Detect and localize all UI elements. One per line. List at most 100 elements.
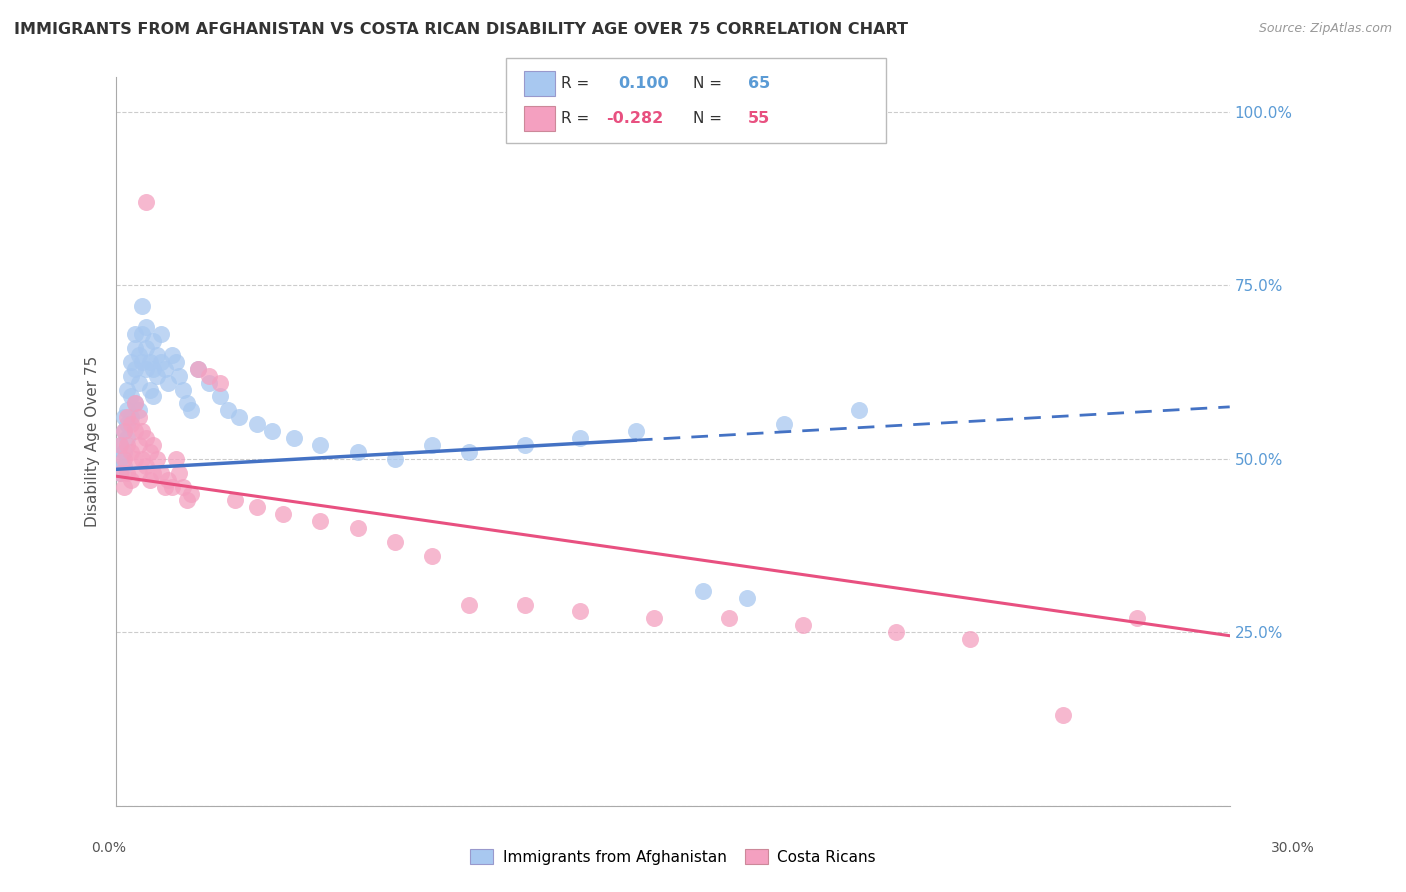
Point [792,618,814,632]
Point [198,376,221,390]
Point [131,451,153,466]
Point [135,320,157,334]
Point [643,611,665,625]
Point [120,355,142,369]
Point [146,348,169,362]
Point [138,355,160,369]
Point [131,299,153,313]
Point [120,473,142,487]
Point [457,445,479,459]
Point [179,403,201,417]
Point [117,466,139,480]
Point [179,486,201,500]
Text: 0.100: 0.100 [619,77,669,91]
Point [176,493,198,508]
Point [153,480,176,494]
Point [142,438,165,452]
Point [112,458,135,473]
Point [128,403,150,417]
Point [117,403,139,417]
Y-axis label: Disability Age Over 75: Disability Age Over 75 [86,356,100,527]
Point [309,438,332,452]
Point [262,424,284,438]
Point [165,451,187,466]
Point [120,410,142,425]
Point [117,410,139,425]
Point [108,438,131,452]
Point [112,480,135,494]
Point [142,466,165,480]
Point [773,417,796,432]
Point [112,410,135,425]
Point [135,458,157,473]
Point [138,473,160,487]
Point [112,424,135,438]
Point [735,591,758,605]
Point [160,480,183,494]
Point [569,604,592,618]
Point [131,326,153,341]
Point [131,355,153,369]
Point [124,424,146,438]
Point [176,396,198,410]
Point [112,424,135,438]
Point [146,368,169,383]
Point [149,326,172,341]
Point [128,376,150,390]
Point [624,424,647,438]
Point [149,355,172,369]
Point [124,396,146,410]
Point [112,445,135,459]
Point [157,473,180,487]
Point [142,334,165,348]
Point [120,445,142,459]
Text: N =: N = [693,77,727,91]
Point [138,383,160,397]
Point [198,368,221,383]
Point [128,348,150,362]
Point [165,355,187,369]
Point [384,535,406,549]
Point [172,383,194,397]
Text: 30.0%: 30.0% [1271,841,1315,855]
Point [513,598,536,612]
Text: 55: 55 [748,112,770,126]
Point [142,389,165,403]
Point [160,348,183,362]
Point [149,466,172,480]
Point [717,611,740,625]
Point [692,583,714,598]
Point [124,326,146,341]
Point [271,508,294,522]
Point [283,431,305,445]
Point [420,438,443,452]
Point [135,341,157,355]
Point [124,451,146,466]
Point [120,368,142,383]
Point [569,431,592,445]
Point [246,417,269,432]
Point [112,451,135,466]
Point [135,431,157,445]
Point [209,389,232,403]
Text: R =: R = [561,112,595,126]
Point [117,417,139,432]
Point [153,361,176,376]
Point [309,514,332,528]
Point [128,466,150,480]
Point [128,410,150,425]
Point [246,500,269,515]
Text: 65: 65 [748,77,770,91]
Point [146,451,169,466]
Text: IMMIGRANTS FROM AFGHANISTAN VS COSTA RICAN DISABILITY AGE OVER 75 CORRELATION CH: IMMIGRANTS FROM AFGHANISTAN VS COSTA RIC… [14,22,908,37]
Text: R =: R = [561,77,595,91]
Point [124,396,146,410]
Point [120,389,142,403]
Point [228,410,250,425]
Point [138,445,160,459]
Legend: Immigrants from Afghanistan, Costa Ricans: Immigrants from Afghanistan, Costa Rican… [464,843,882,871]
Point [224,493,246,508]
Point [135,195,157,210]
Point [124,341,146,355]
Point [117,438,139,452]
